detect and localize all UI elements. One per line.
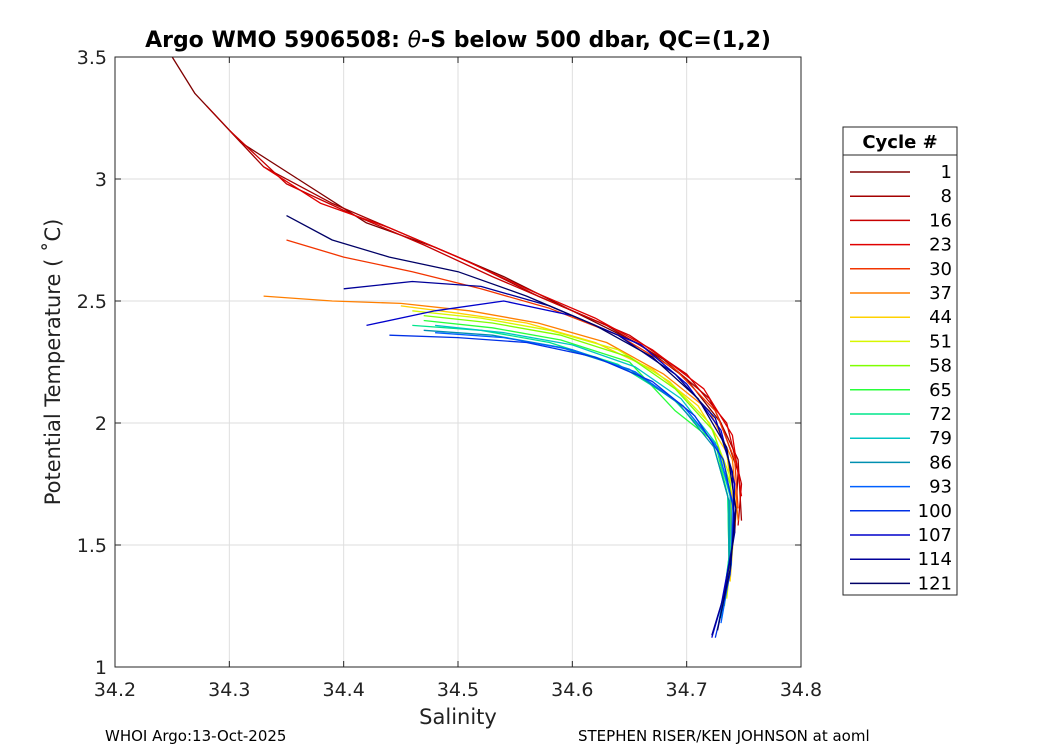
axis-ticks: 34.2 34.3 34.4 34.5 34.6 34.7 34.8 1 1.5 2 2.5 3 3.5	[77, 47, 822, 701]
legend-label-cycle-58: 58	[929, 356, 952, 377]
series-line-cycle-121	[286, 215, 737, 631]
x-tick-label: 34.3	[208, 679, 250, 701]
legend-label-cycle-44: 44	[929, 307, 952, 328]
legend-label-cycle-107: 107	[918, 525, 952, 546]
legend-label-cycle-121: 121	[918, 573, 952, 594]
y-tick-label: 2.5	[77, 291, 107, 313]
y-tick-label: 1.5	[77, 535, 107, 557]
y-tick-label: 2	[95, 413, 107, 435]
legend-label-cycle-37: 37	[929, 283, 952, 304]
x-axis-label: Salinity	[419, 705, 497, 729]
series-lines	[171, 56, 743, 638]
legend-label-cycle-8: 8	[941, 186, 952, 207]
x-tick-label: 34.6	[551, 679, 593, 701]
legend-label-cycle-65: 65	[929, 380, 952, 401]
series-line-cycle-58	[423, 314, 732, 607]
legend-label-cycle-16: 16	[929, 210, 952, 231]
legend-label-cycle-86: 86	[929, 452, 952, 473]
y-tick-label: 1	[95, 657, 107, 679]
legend-label-cycle-114: 114	[918, 549, 952, 570]
legend-title: Cycle #	[862, 132, 937, 153]
legend: Cycle # 1 8 16 23 30 37 44 51 58 65 72 79 86 93 100 107…	[842, 126, 958, 596]
y-tick-label: 3.5	[77, 47, 107, 69]
legend-label-cycle-79: 79	[929, 428, 952, 449]
legend-label-cycle-100: 100	[918, 501, 952, 522]
legend-label-cycle-1: 1	[941, 162, 952, 183]
legend-label-cycle-93: 93	[929, 477, 952, 498]
legend-box	[842, 126, 958, 596]
x-tick-label: 34.7	[666, 679, 708, 701]
legend-label-cycle-51: 51	[929, 331, 952, 352]
series-line-cycle-79	[435, 324, 731, 619]
y-axis-label: Potential Temperature ( ˚C)	[41, 219, 65, 506]
legend-label-cycle-72: 72	[929, 404, 952, 425]
y-tick-label: 3	[95, 169, 107, 191]
series-line-cycle-23	[263, 166, 743, 497]
footer-right: STEPHEN RISER/KEN JOHNSON at aoml	[578, 727, 870, 745]
footer-left: WHOI Argo:13-Oct-2025	[105, 727, 286, 745]
chart-title: Argo WMO 5906508: θ-S below 500 dbar, QC…	[145, 28, 771, 53]
series-line-cycle-16	[228, 129, 743, 526]
x-tick-label: 34.8	[780, 679, 822, 701]
series-line-cycle-30	[286, 239, 739, 509]
x-tick-label: 34.5	[437, 679, 479, 701]
x-tick-label: 34.2	[94, 679, 136, 701]
legend-label-cycle-23: 23	[929, 235, 952, 256]
legend-label-cycle-30: 30	[929, 259, 952, 280]
x-tick-label: 34.4	[323, 679, 365, 701]
